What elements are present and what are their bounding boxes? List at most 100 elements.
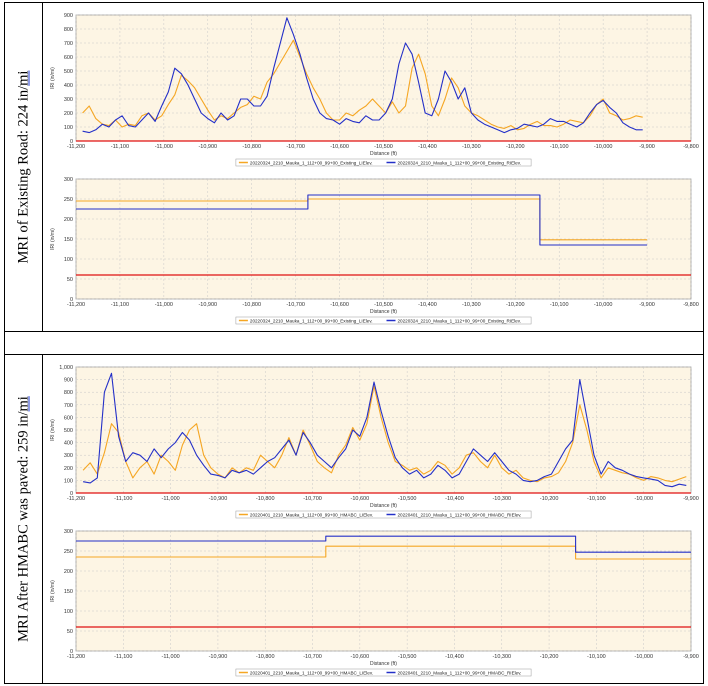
x-tick-label: -10,700 [286,302,305,308]
y-axis-label: IRI (in/mi) [50,580,56,602]
legend-box [235,668,532,677]
y-tick-label: 50 [67,277,73,283]
series-line-right [82,17,643,134]
y-tick-label: 300 [64,177,73,183]
panel-label: MRI of Existing Road: 224 in/mi [15,70,31,264]
x-tick-label: -10,900 [209,654,228,660]
y-tick-label: 400 [64,83,73,89]
y-tick-label: 0 [70,491,73,497]
series-line-right [76,194,648,246]
plot-area [75,14,692,142]
x-tick-label: -10,200 [506,144,525,150]
y-tick-label: 250 [64,197,73,203]
y-tick-label: 0 [70,649,73,655]
x-tick-label: -10,700 [303,654,322,660]
y-tick-label: 100 [64,609,73,615]
y-tick-label: 600 [64,55,73,61]
legend-entry: 20220324_2210_Mauka_1_112+00_99+00_Exist… [250,160,373,165]
panel-existing-road: MRI of Existing Road: 224 in/mi 0 100 200 3… [4,2,704,332]
y-tick-label: 700 [64,403,73,409]
panel-label-cell: MRI After HMABC was paved: 259 in/mi [5,355,43,683]
mri-segment-chart-existing: 0 50 100 150 200 250 300 -11,200 -11,100 -11,000 -… [50,177,699,325]
x-tick-label: -10,900 [209,496,228,502]
y-tick-label: 100 [64,125,73,131]
y-tick-label: 300 [64,97,73,103]
series-line-left [82,385,687,483]
panel-after-hmabc: MRI After HMABC was paved: 259 in/mi 0 10… [4,354,704,684]
report-table: MRI of Existing Road: 224 in/mi 0 100 200 3… [4,2,706,684]
iri-profile-chart-hmabc: 0 100 200 300 400 500 600 700 800 900 1,000 -11,200… [50,365,699,519]
legend-entry: 20220401_2210_Mauka_1_112+00_99+00_HMABC… [398,512,522,517]
x-tick-label: -10,400 [445,654,464,660]
x-tick-label: -9,900 [683,654,699,660]
x-tick-label: -10,600 [351,496,370,502]
y-tick-label: 0 [70,139,73,145]
x-tick-label: -10,200 [506,302,525,308]
y-axis-label: IRI (in/mi) [50,419,56,441]
x-tick-label: -10,000 [594,144,613,150]
mri-segment-chart-hmabc: 0 50 100 150 200 250 300 -11,200 -11,100 -11,000 -… [50,529,699,677]
legend-box [235,510,532,519]
x-tick-label: -10,600 [330,144,349,150]
panel-label: MRI After HMABC was paved: 259 in/mi [15,396,31,642]
series-line-left [76,545,691,560]
iri-profile-chart-existing: 0 100 200 300 400 500 600 700 800 900 -11,200 -11,1… [50,13,699,167]
x-tick-label: -10,500 [398,654,417,660]
x-tick-label: -10,600 [330,302,349,308]
y-tick-label: 700 [64,41,73,47]
chart-area: 0 100 200 300 400 500 600 700 800 900 -11,200 -11,1… [44,3,703,331]
y-tick-label: 200 [64,217,73,223]
x-tick-label: -10,000 [634,496,653,502]
series-line-right [83,372,687,488]
x-tick-label: -11,000 [161,654,179,660]
x-tick-label: -10,000 [594,302,613,308]
x-tick-label: -10,200 [540,654,559,660]
x-tick-label: -10,300 [492,654,511,660]
legend-entry: 20220324_2210_Mauka_1_112+00_99+00_Exist… [398,318,521,323]
y-axis-label: IRI (in/mi) [50,228,56,250]
y-tick-label: 200 [64,569,73,575]
panel-label-cell: MRI of Existing Road: 224 in/mi [5,3,43,331]
x-tick-label: -11,200 [67,654,85,660]
y-tick-label: 800 [64,27,73,33]
legend-box [235,316,532,325]
series-line-left [82,39,643,131]
x-tick-label: -10,500 [374,144,393,150]
y-tick-label: 400 [64,441,73,447]
y-tick-label: 0 [70,297,73,303]
x-axis-label: Distance (ft) [370,661,397,667]
x-tick-label: -10,100 [550,302,569,308]
legend-box [235,158,532,167]
y-tick-label: 150 [64,589,73,595]
x-tick-label: -10,100 [587,654,606,660]
x-tick-label: -11,000 [155,302,173,308]
y-tick-label: 900 [64,378,73,384]
x-tick-label: -10,400 [418,144,437,150]
series-line-left [76,198,648,241]
y-tick-label: 500 [64,428,73,434]
legend-entry: 20220401_2210_Mauka_1_112+00_99+00_HMABC… [250,512,373,517]
x-tick-label: -10,100 [587,496,606,502]
legend-entry: 20220401_2210_Mauka_1_112+00_99+00_HMABC… [250,670,373,675]
x-tick-label: -10,500 [398,496,417,502]
x-tick-label: -10,600 [351,654,370,660]
y-tick-label: 50 [67,629,73,635]
x-axis-label: Distance (ft) [370,151,397,157]
x-tick-label: -10,700 [286,144,305,150]
y-tick-label: 150 [64,237,73,243]
legend-entry: 20220324_2210_Mauka_1_112+00_99+00_Exist… [250,318,373,323]
x-tick-label: -10,100 [550,144,569,150]
x-axis-label: Distance (ft) [370,309,397,315]
legend-entry: 20220401_2210_Mauka_1_112+00_99+00_HMABC… [398,670,522,675]
x-tick-label: -9,900 [639,144,655,150]
y-tick-label: 250 [64,549,73,555]
x-tick-label: -11,100 [111,302,129,308]
y-tick-label: 600 [64,415,73,421]
x-tick-label: -11,100 [111,144,129,150]
x-axis-label: Distance (ft) [370,503,397,509]
y-tick-label: 1,000 [59,365,73,371]
x-tick-label: -9,800 [683,144,699,150]
y-tick-label: 500 [64,69,73,75]
x-tick-label: -10,000 [634,654,653,660]
x-tick-label: -10,800 [242,302,261,308]
